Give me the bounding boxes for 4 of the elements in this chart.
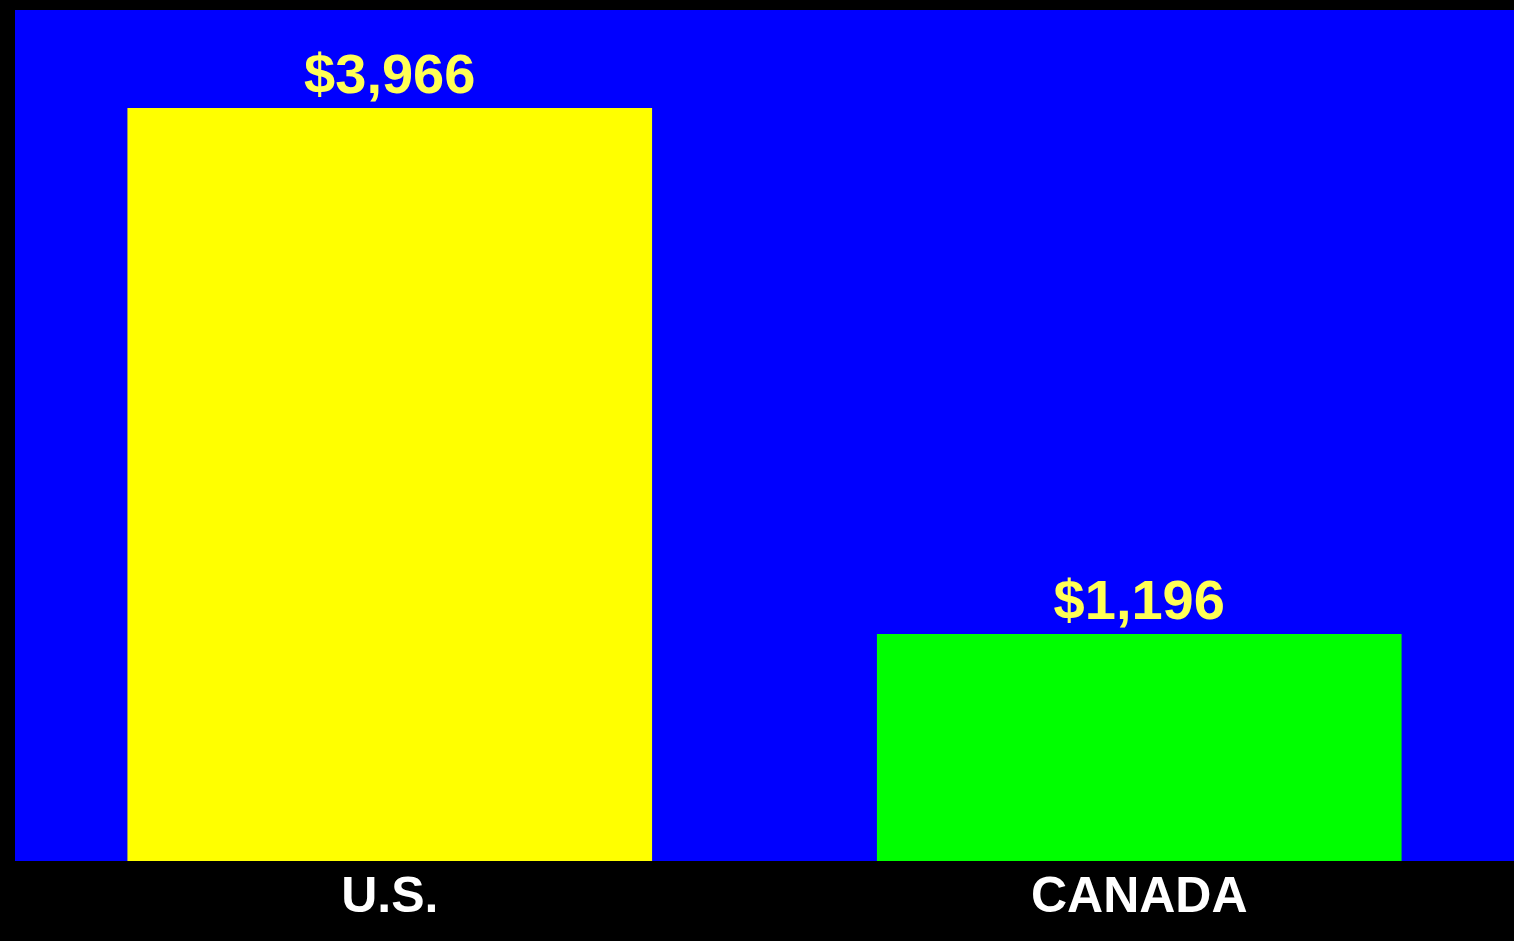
x-tick-label: U.S.: [341, 867, 439, 923]
x-tick-label: CANADA: [1030, 867, 1248, 923]
data-label: $1,196: [1053, 567, 1225, 631]
data-label: $3,966: [304, 41, 476, 105]
